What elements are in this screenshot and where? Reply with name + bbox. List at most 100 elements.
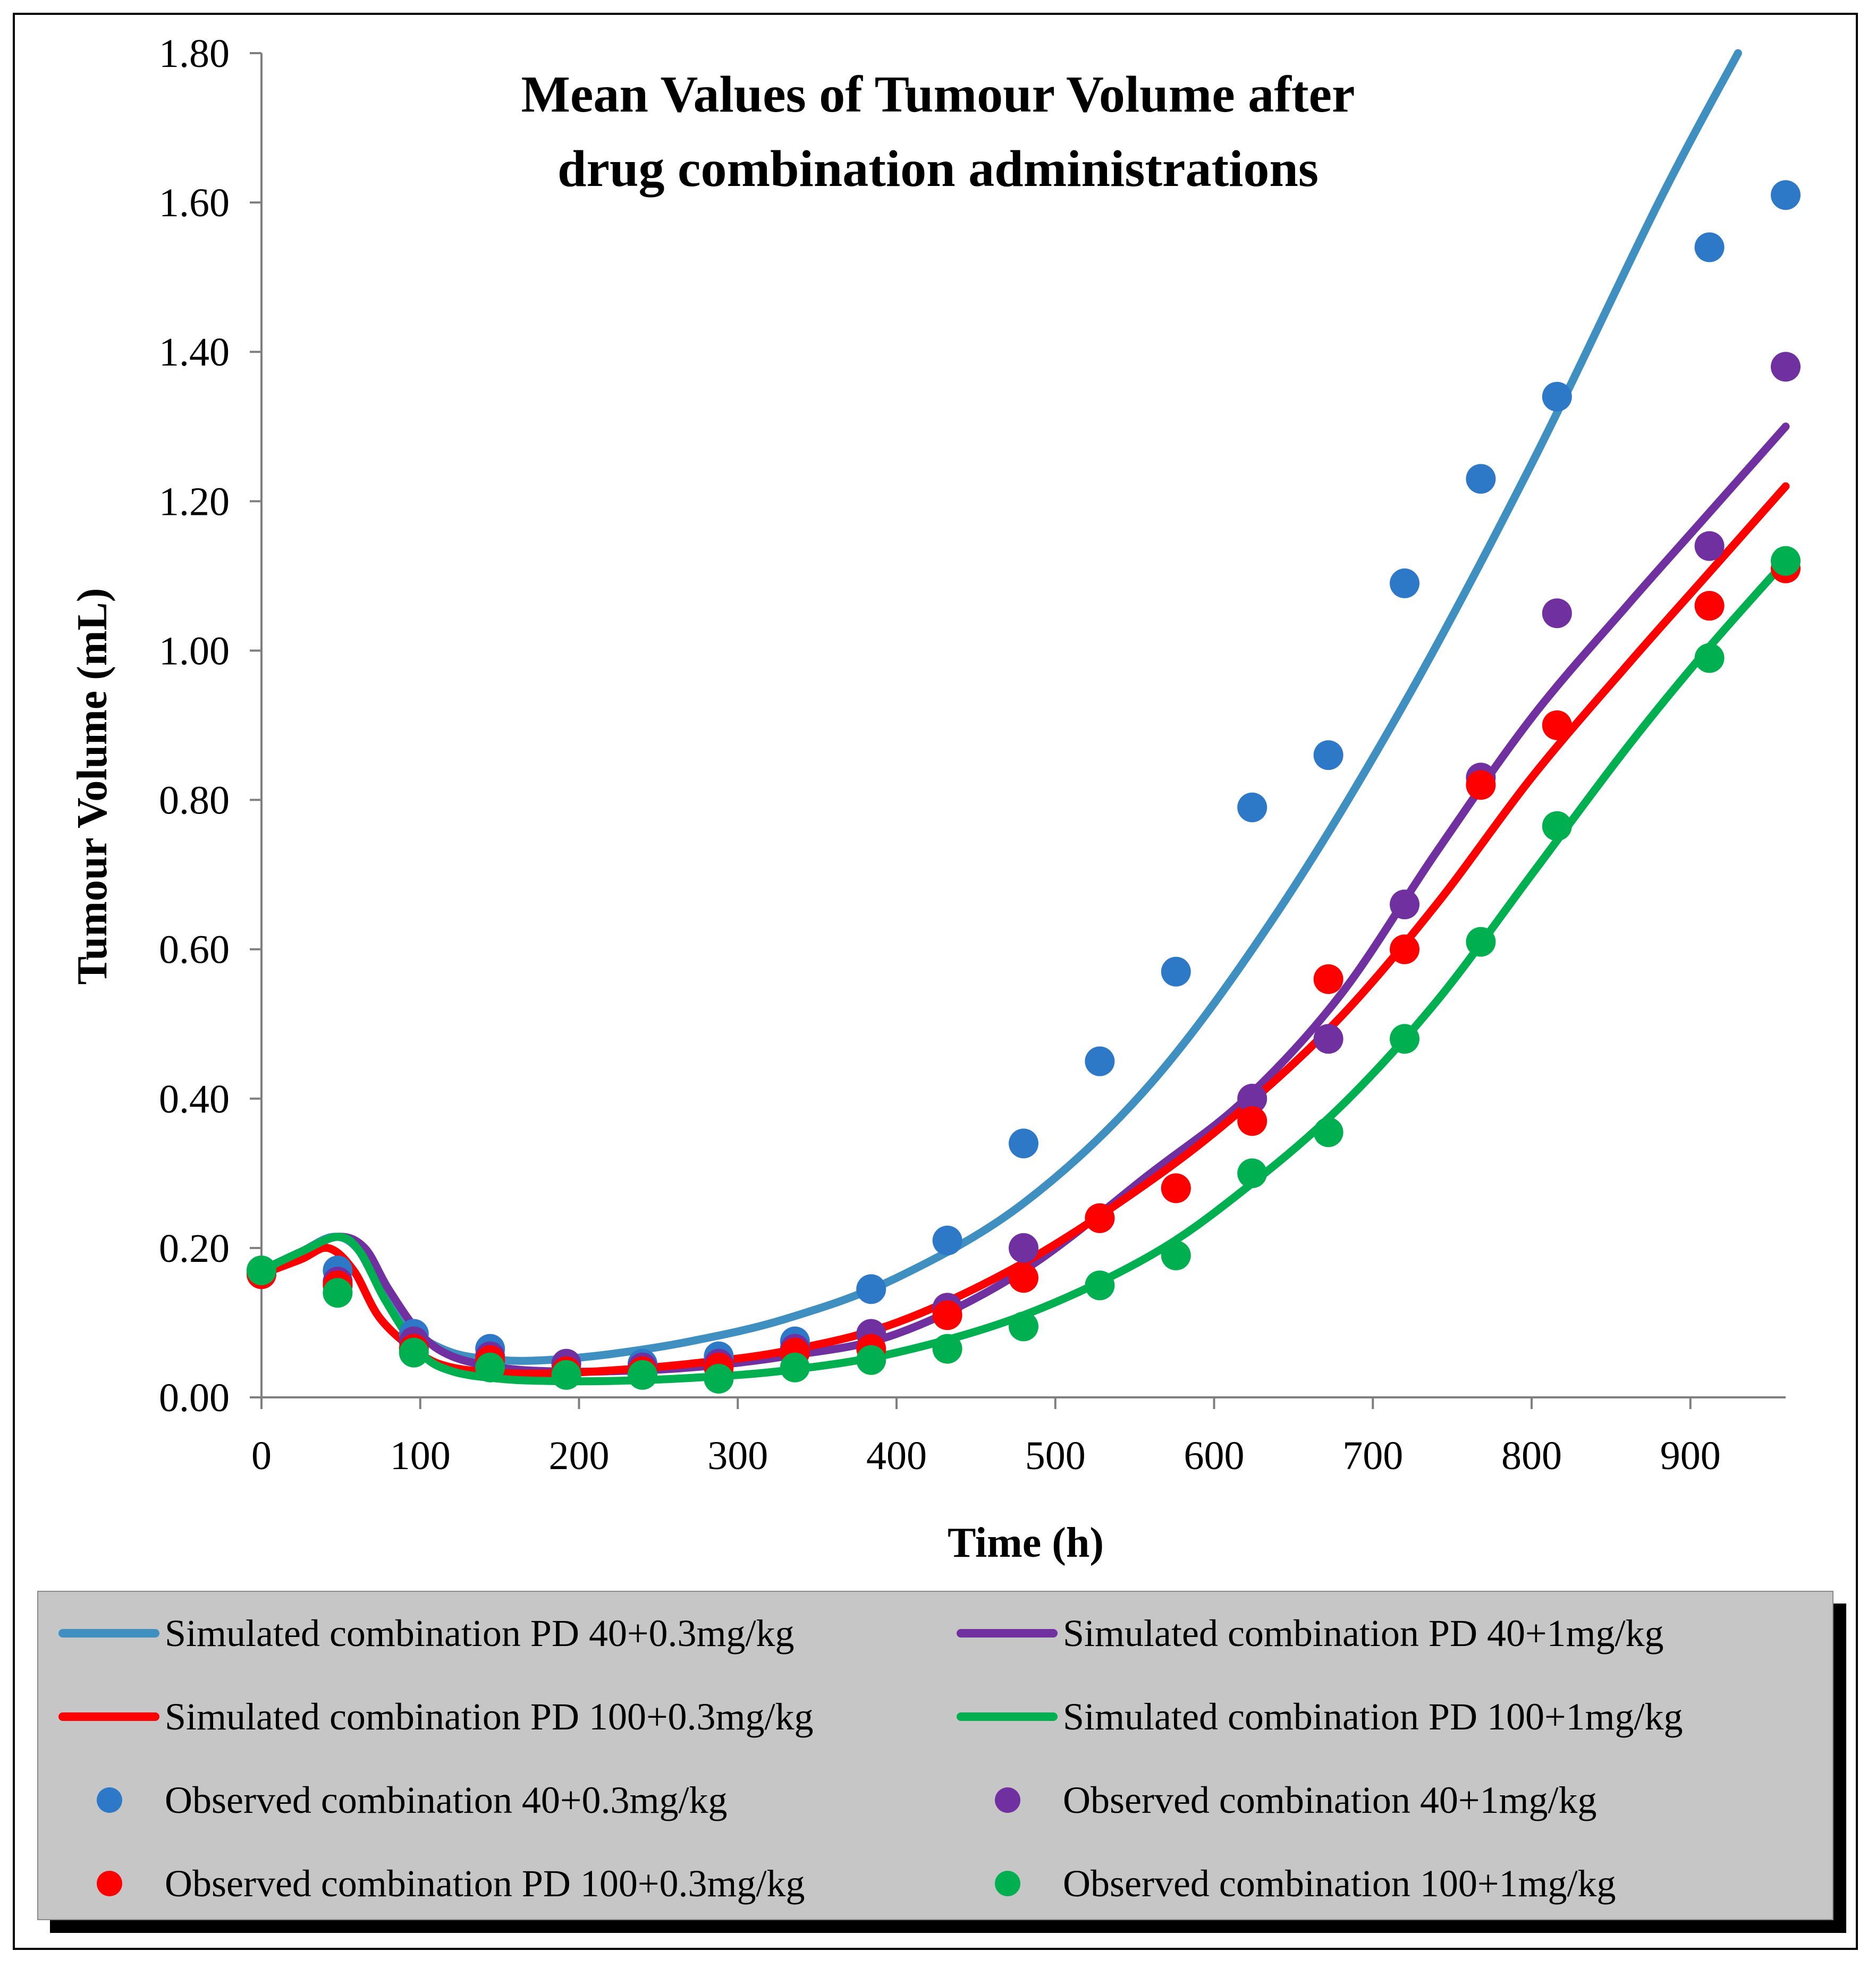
chart-title-line-2: drug combination administrations	[557, 140, 1319, 198]
legend-line-swatch	[936, 1685, 1058, 1749]
obs-point-40-0.3	[1771, 180, 1801, 210]
obs-point-40-1	[1694, 531, 1725, 561]
obs-point-40-1	[1237, 1083, 1267, 1114]
y-tick-label: 0.00	[159, 1376, 230, 1420]
obs-point-40-0.3	[1694, 232, 1725, 262]
obs-point-40-1	[1542, 598, 1572, 629]
obs-point-40-0.3	[1466, 464, 1496, 494]
legend-dot-swatch	[936, 1852, 1037, 1915]
obs-point-100-1	[1694, 643, 1725, 673]
y-tick-label: 0.40	[159, 1077, 230, 1122]
x-tick-label: 200	[549, 1433, 610, 1478]
x-tick-label: 600	[1184, 1433, 1245, 1478]
x-tick-label: 0	[251, 1433, 272, 1478]
obs-point-100-0.3	[1390, 934, 1419, 964]
line-swatch-blue	[58, 1629, 159, 1638]
obs-point-100-0.3	[1542, 710, 1572, 740]
y-tick-label: 0.20	[159, 1226, 230, 1271]
obs-point-40-1	[1009, 1233, 1038, 1263]
obs-point-100-1	[1542, 811, 1572, 841]
legend-label: Observed combination 40+0.3mg/kg	[165, 1779, 728, 1821]
dot-swatch-purple	[995, 1787, 1020, 1813]
legend-item-sim-100-1: Simulated combination PD 100+1mg/kg	[936, 1685, 1683, 1749]
series	[247, 49, 1801, 1394]
y-tick-label: 1.00	[159, 629, 230, 673]
legend: Simulated combination PD 40+0.3mg/kg Sim…	[37, 1591, 1833, 1920]
legend-label: Simulated combination PD 40+0.3mg/kg	[165, 1612, 795, 1655]
obs-point-40-1	[1313, 1024, 1343, 1054]
legend-item-sim-100-0.3: Simulated combination PD 100+0.3mg/kg	[38, 1685, 814, 1749]
line-swatch-red	[58, 1712, 159, 1721]
obs-point-100-0.3	[1085, 1203, 1115, 1233]
obs-point-40-0.3	[1009, 1129, 1038, 1159]
legend-label: Observed combination PD 100+0.3mg/kg	[165, 1862, 805, 1905]
obs-point-100-1	[704, 1363, 734, 1394]
obs-point-40-0.3	[1085, 1046, 1115, 1076]
legend-line-swatch	[38, 1601, 159, 1665]
y-tick-label: 0.80	[159, 778, 230, 823]
legend-label: Simulated combination PD 40+1mg/kg	[1063, 1612, 1664, 1655]
legend-item-obs-100-1: Observed combination 100+1mg/kg	[936, 1852, 1616, 1915]
legend-item-obs-100-0.3: Observed combination PD 100+0.3mg/kg	[38, 1852, 805, 1915]
obs-point-100-1	[856, 1345, 886, 1375]
obs-point-100-1	[932, 1334, 962, 1364]
sim-line-40-1	[257, 422, 1790, 1376]
x-tick-label: 700	[1342, 1433, 1403, 1478]
obs-point-40-0.3	[1390, 568, 1419, 598]
x-tick-label: 800	[1501, 1433, 1562, 1478]
obs-point-100-1	[399, 1337, 429, 1368]
legend-item-obs-40-1: Observed combination 40+1mg/kg	[936, 1768, 1596, 1832]
obs-point-100-1	[475, 1352, 505, 1382]
obs-point-100-0.3	[1161, 1173, 1191, 1203]
obs-point-100-1	[780, 1352, 810, 1382]
obs-point-100-1	[1161, 1240, 1191, 1270]
obs-point-100-1	[1390, 1024, 1419, 1054]
obs-point-40-0.3	[1161, 956, 1191, 987]
obs-point-100-0.3	[1009, 1263, 1038, 1293]
obs-point-40-0.3	[1237, 792, 1267, 822]
x-tick-label: 900	[1660, 1433, 1721, 1478]
y-tick-label: 0.60	[159, 928, 230, 972]
obs-point-40-0.3	[1542, 381, 1572, 412]
obs-point-100-1	[628, 1360, 657, 1390]
legend-dot-swatch	[936, 1768, 1037, 1832]
obs-point-100-1	[323, 1278, 353, 1308]
axes	[250, 52, 1786, 1409]
legend-dot-swatch	[38, 1852, 139, 1915]
x-axis-title: Time (h)	[948, 1520, 1104, 1566]
obs-point-100-0.3	[1237, 1106, 1267, 1136]
obs-point-100-1	[1466, 927, 1496, 957]
obs-point-40-1	[1771, 352, 1801, 382]
chart-title-line-1: Mean Values of Tumour Volume after	[521, 66, 1355, 123]
y-tick-label: 1.20	[159, 479, 230, 524]
obs-point-100-1	[1085, 1270, 1115, 1301]
legend-line-swatch	[936, 1601, 1058, 1665]
legend-label: Simulated combination PD 100+0.3mg/kg	[165, 1695, 814, 1738]
x-tick-label: 100	[390, 1433, 451, 1478]
obs-point-100-0.3	[1694, 591, 1725, 621]
obs-point-40-0.3	[1313, 740, 1343, 770]
obs-point-100-0.3	[1466, 770, 1496, 800]
obs-point-40-1	[1390, 889, 1419, 920]
legend-item-obs-40-0.3: Observed combination 40+0.3mg/kg	[38, 1768, 727, 1832]
y-axis-title: Tumour Volume (mL)	[69, 588, 116, 985]
dot-swatch-blue	[97, 1787, 122, 1813]
obs-point-100-1	[1313, 1117, 1343, 1147]
dot-swatch-green	[995, 1871, 1020, 1896]
legend-dot-swatch	[38, 1768, 139, 1832]
obs-point-100-0.3	[1313, 964, 1343, 994]
y-tick-label: 1.40	[159, 330, 230, 375]
line-swatch-purple	[957, 1629, 1058, 1638]
chart: 0 100 200 300 400 500 600 700 800 900 0.00 0.20 0.40…	[69, 31, 1801, 1566]
y-tick-label: 1.60	[159, 181, 230, 225]
sim-line-40-0.3	[257, 49, 1742, 1365]
legend-label: Simulated combination PD 100+1mg/kg	[1063, 1695, 1683, 1738]
legend-label: Observed combination 100+1mg/kg	[1063, 1862, 1616, 1905]
tick-labels: 0 100 200 300 400 500 600 700 800 900 0.00 0.20 0.40…	[159, 31, 1721, 1478]
obs-point-40-0.3	[932, 1225, 962, 1256]
legend-item-sim-40-1: Simulated combination PD 40+1mg/kg	[936, 1601, 1664, 1665]
y-tick-label: 1.80	[159, 31, 230, 76]
obs-point-100-1	[551, 1360, 581, 1390]
dot-swatch-red	[97, 1871, 122, 1896]
x-tick-label: 300	[707, 1433, 768, 1478]
